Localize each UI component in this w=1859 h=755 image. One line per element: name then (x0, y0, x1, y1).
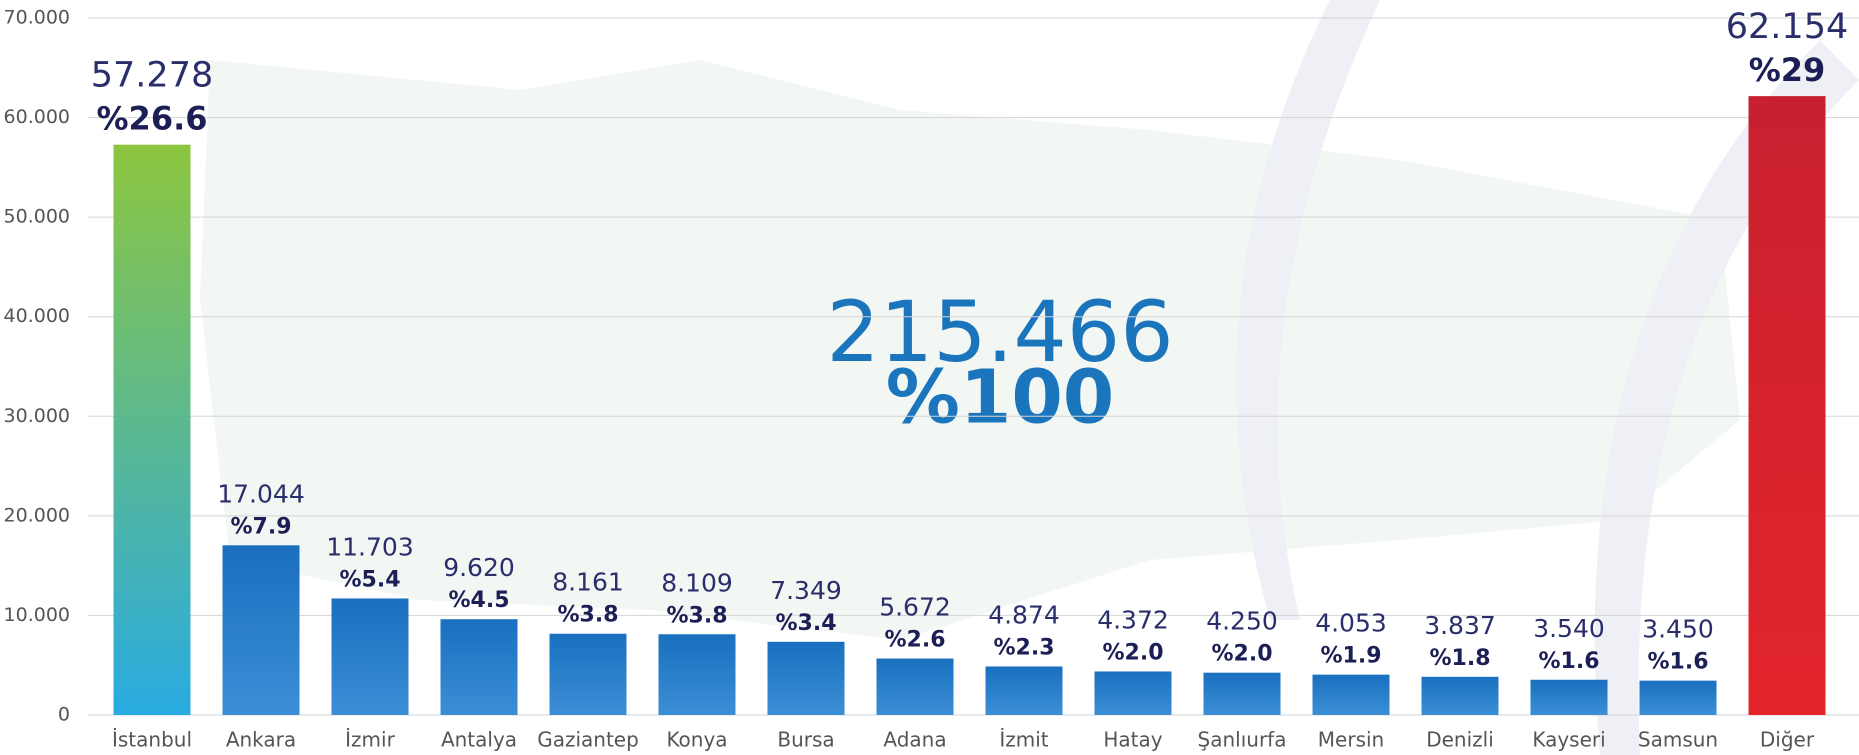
value-label: 3.450 (1642, 615, 1714, 644)
x-tick-label: Ankara (226, 728, 296, 752)
bar (1094, 671, 1172, 715)
bar (113, 144, 191, 715)
value-label: 17.044 (217, 479, 304, 508)
x-tick-label: İstanbul (112, 728, 192, 752)
share-label: %2.3 (993, 635, 1054, 660)
total-share: %100 (886, 355, 1115, 441)
value-label: 4.372 (1097, 605, 1169, 634)
x-tick-label: Antalya (441, 728, 517, 752)
bar (985, 666, 1063, 715)
value-label: 3.837 (1424, 611, 1496, 640)
x-tick-label: Denizli (1426, 728, 1494, 752)
value-label: 5.672 (879, 593, 951, 622)
y-tick-label: 10.000 (4, 604, 70, 626)
bar (549, 633, 627, 715)
x-tick-label: Kayseri (1532, 728, 1605, 752)
value-label: 57.278 (91, 56, 213, 96)
bar (222, 545, 300, 715)
bar (658, 634, 736, 715)
map-background (200, 60, 1740, 640)
value-label: 7.349 (770, 576, 842, 605)
y-tick-label: 30.000 (4, 405, 70, 427)
value-label: 8.161 (552, 568, 624, 597)
y-tick-label: 0 (58, 704, 70, 726)
y-tick-label: 50.000 (4, 206, 70, 228)
bar (1530, 679, 1608, 715)
value-label: 3.540 (1533, 614, 1605, 643)
share-label: %5.4 (339, 567, 400, 592)
bar (1748, 96, 1826, 716)
share-label: %1.6 (1647, 650, 1708, 675)
share-label: %3.8 (557, 603, 618, 628)
bar (1421, 676, 1499, 715)
x-tick-label: Konya (666, 728, 727, 752)
bar (876, 658, 954, 715)
x-tick-label: İzmir (345, 728, 395, 752)
share-label: %29 (1749, 51, 1826, 89)
x-tick-label: Adana (883, 728, 946, 752)
bar (1639, 680, 1717, 715)
x-tick-label: Diğer (1760, 728, 1815, 752)
share-label: %2.6 (884, 628, 945, 653)
share-label: %1.9 (1320, 644, 1381, 669)
total-value: 215.466 (826, 283, 1173, 381)
value-label: 62.154 (1726, 7, 1848, 47)
share-label: %4.5 (448, 588, 509, 613)
share-label: %7.9 (230, 514, 291, 539)
logo-arc (1236, 0, 1380, 620)
bar (331, 598, 409, 715)
share-label: %2.0 (1211, 642, 1272, 667)
x-tick-label: Hatay (1103, 728, 1162, 752)
share-label: %26.6 (96, 100, 207, 138)
share-label: %1.8 (1429, 646, 1490, 671)
value-label: 4.250 (1206, 607, 1278, 636)
x-tick-label: Gaziantep (537, 728, 639, 752)
value-label: 11.703 (326, 532, 413, 561)
bar (1312, 674, 1390, 715)
x-tick-label: İzmit (999, 728, 1048, 752)
share-label: %1.6 (1538, 649, 1599, 674)
share-label: %3.4 (775, 611, 836, 636)
bar (440, 619, 518, 715)
share-label: %3.8 (666, 603, 727, 628)
y-tick-label: 40.000 (4, 305, 70, 327)
share-label: %2.0 (1102, 640, 1163, 665)
value-label: 4.874 (988, 600, 1060, 629)
bar (767, 641, 845, 715)
y-tick-label: 60.000 (4, 106, 70, 128)
y-tick-label: 70.000 (4, 7, 70, 29)
value-label: 4.053 (1315, 609, 1387, 638)
x-tick-label: Mersin (1318, 728, 1384, 752)
x-tick-label: Samsun (1638, 728, 1718, 752)
bar (1203, 672, 1281, 715)
logo-arc (1594, 40, 1859, 755)
value-label: 8.109 (661, 568, 733, 597)
value-label: 9.620 (443, 553, 515, 582)
x-tick-label: Bursa (777, 728, 834, 752)
x-tick-label: Şanlıurfa (1198, 728, 1287, 752)
y-tick-label: 20.000 (4, 504, 70, 526)
